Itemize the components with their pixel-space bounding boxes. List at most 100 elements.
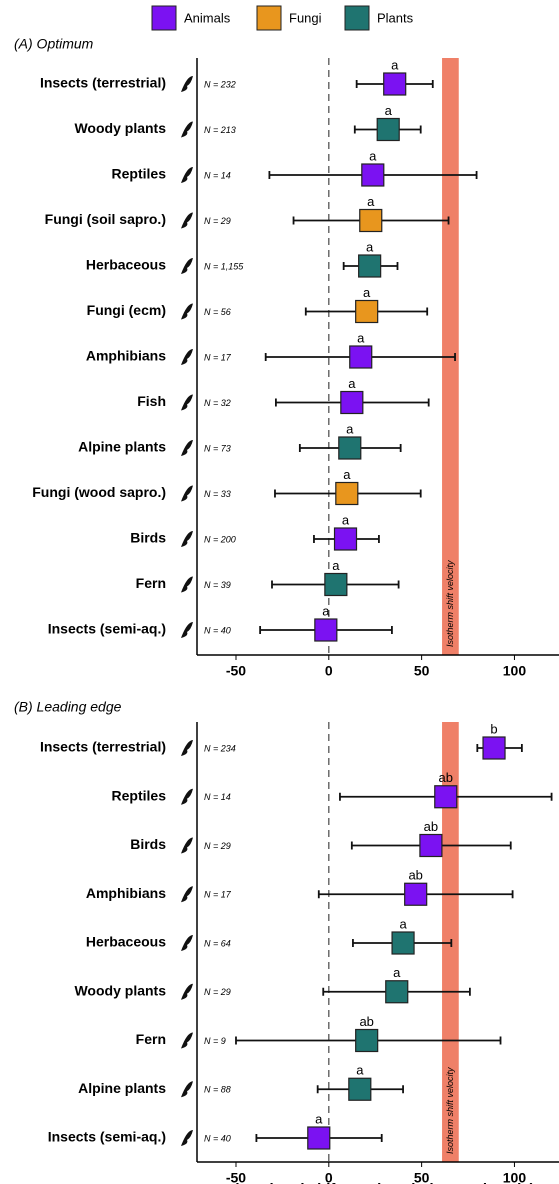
group-letter: a <box>332 558 340 573</box>
group-letter: ab <box>408 868 422 883</box>
estimate-square <box>340 390 364 415</box>
band-label: Isotherm shift velocity <box>445 560 455 647</box>
taxon-icon <box>181 935 193 951</box>
category-label: Insects (terrestrial) <box>40 739 166 755</box>
category-label: Reptiles <box>112 166 167 182</box>
estimate-square <box>434 785 458 809</box>
x-axis-title: Elevational shift per decade (m per deca… <box>225 1181 534 1184</box>
group-letter: a <box>322 603 330 618</box>
isotherm-band <box>442 722 459 1162</box>
group-letter: ab <box>439 770 453 785</box>
n-label: N = 29 <box>204 841 231 851</box>
estimate-square <box>335 481 359 506</box>
category-label: Insects (semi-aq.) <box>48 1129 166 1145</box>
group-letter: ab <box>359 1014 373 1029</box>
category-label: Herbaceous <box>86 934 166 950</box>
n-label: N = 33 <box>204 489 231 499</box>
group-letter: a <box>315 1111 323 1126</box>
category-label: Fungi (ecm) <box>87 302 166 318</box>
n-label: N = 40 <box>204 1133 231 1143</box>
n-label: N = 200 <box>204 534 236 544</box>
band-label: Isotherm shift velocity <box>445 1067 455 1154</box>
taxon-icon <box>181 167 193 183</box>
group-letter: a <box>342 512 350 527</box>
estimate-square <box>355 299 379 324</box>
taxon-icon <box>181 1032 193 1049</box>
n-label: N = 17 <box>204 890 232 900</box>
x-tick-label: -50 <box>226 1170 246 1184</box>
taxon-icon <box>181 837 193 854</box>
group-letter: a <box>343 467 351 482</box>
taxon-icon <box>181 1081 193 1098</box>
n-label: N = 29 <box>204 987 231 997</box>
estimate-square <box>358 254 382 278</box>
legend-swatch <box>344 5 370 31</box>
estimate-square <box>376 117 400 142</box>
estimate-square <box>338 436 362 460</box>
panel-title: (B) Leading edge <box>14 699 122 715</box>
legend-label: Fungi <box>289 10 322 25</box>
group-letter: a <box>399 916 407 931</box>
taxon-icon <box>181 76 193 92</box>
n-label: N = 234 <box>204 743 236 753</box>
taxon-icon <box>181 531 193 547</box>
estimate-square <box>482 736 506 760</box>
estimate-square <box>419 833 443 858</box>
estimate-square <box>348 1077 372 1101</box>
legend-label: Plants <box>377 10 414 25</box>
n-label: N = 88 <box>204 1085 231 1095</box>
panel-title: (A) Optimum <box>14 36 94 52</box>
estimate-square <box>349 345 373 369</box>
taxon-icon <box>181 740 193 756</box>
estimate-square <box>385 980 409 1004</box>
group-letter: a <box>366 239 374 254</box>
n-label: N = 213 <box>204 125 236 135</box>
taxon-icon <box>181 983 193 1000</box>
taxon-icon <box>181 440 193 456</box>
group-letter: a <box>391 57 399 72</box>
legend-label: Animals <box>184 10 231 25</box>
category-label: Birds <box>130 530 166 546</box>
category-label: Insects (semi-aq.) <box>48 621 166 637</box>
group-letter: b <box>490 721 497 736</box>
x-tick-label: 50 <box>414 663 430 679</box>
taxon-icon <box>181 1130 193 1146</box>
taxon-icon <box>181 485 193 502</box>
taxon-icon <box>181 788 193 805</box>
estimate-square <box>324 572 348 597</box>
x-tick-label: 0 <box>325 663 333 679</box>
n-label: N = 39 <box>204 580 231 590</box>
n-label: N = 232 <box>204 79 236 89</box>
category-label: Fungi (wood sapro.) <box>32 484 166 500</box>
estimate-square <box>333 527 358 551</box>
x-tick-label: 50 <box>414 1170 430 1184</box>
n-label: N = 14 <box>204 792 231 802</box>
group-letter: a <box>346 421 354 436</box>
estimate-square <box>355 1028 379 1053</box>
category-label: Reptiles <box>112 787 167 803</box>
n-label: N = 64 <box>204 938 231 948</box>
n-label: N = 1,155 <box>204 261 244 271</box>
taxon-icon <box>181 576 193 593</box>
group-letter: a <box>369 148 377 163</box>
category-label: Fish <box>137 393 166 409</box>
category-label: Alpine plants <box>78 439 166 455</box>
category-label: Insects (terrestrial) <box>40 75 166 91</box>
n-label: N = 17 <box>204 352 232 362</box>
estimate-square <box>359 208 383 233</box>
group-letter: a <box>385 103 393 118</box>
n-label: N = 29 <box>204 216 231 226</box>
estimate-square <box>404 882 428 906</box>
taxon-icon <box>181 303 193 320</box>
category-label: Woody plants <box>74 120 166 136</box>
n-label: N = 56 <box>204 307 231 317</box>
category-label: Amphibians <box>86 348 166 364</box>
n-label: N = 9 <box>204 1036 226 1046</box>
taxon-icon <box>181 886 193 903</box>
x-tick-label: 100 <box>503 663 527 679</box>
taxon-icon <box>181 258 193 274</box>
x-tick-label: -50 <box>226 663 246 679</box>
taxon-icon <box>181 394 193 411</box>
category-label: Fern <box>136 575 166 591</box>
category-label: Alpine plants <box>78 1080 166 1096</box>
